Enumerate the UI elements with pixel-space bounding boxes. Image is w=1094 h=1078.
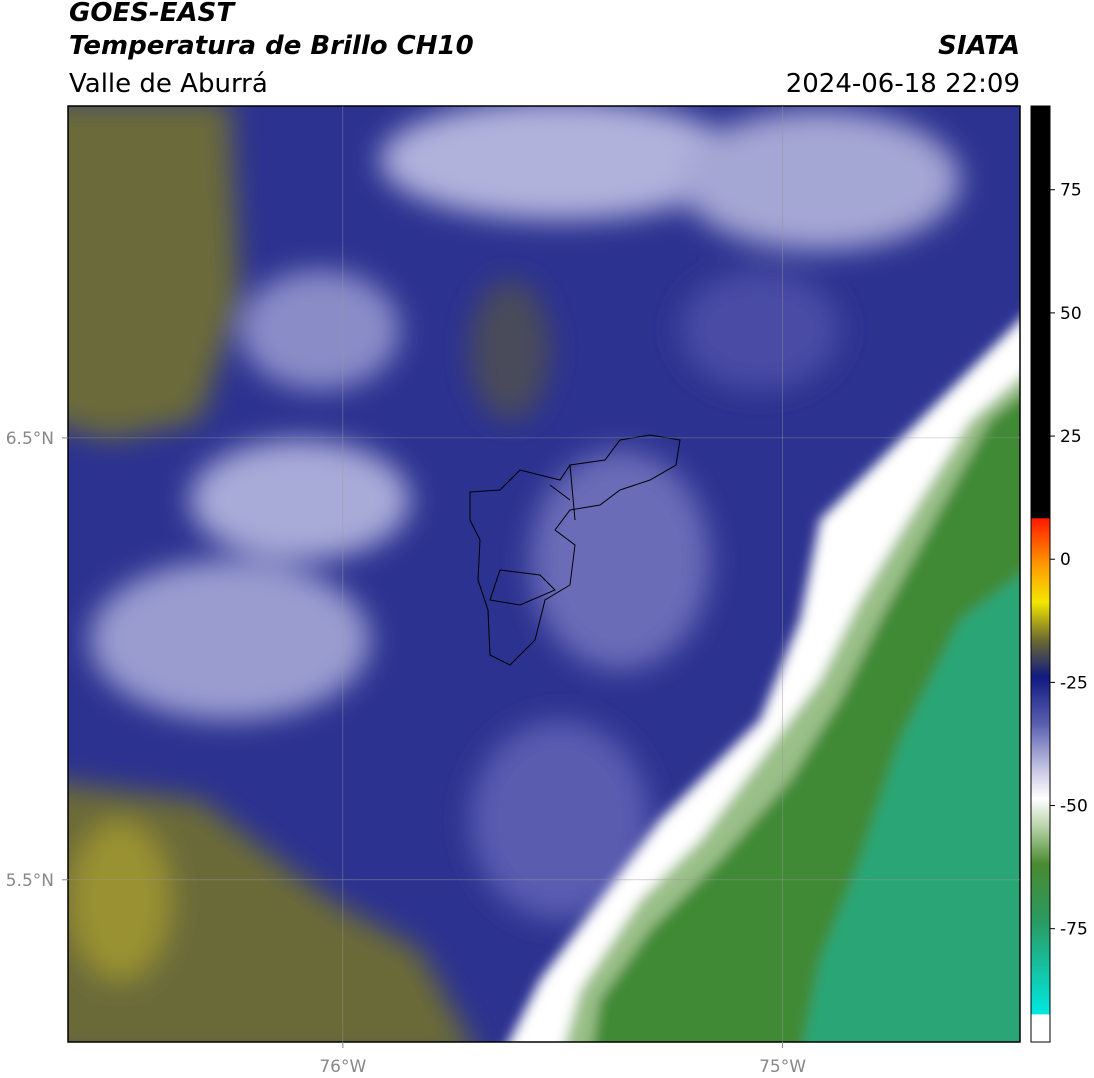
x-tick-label: 75°W: [759, 1057, 806, 1077]
x-tick-label: 76°W: [319, 1057, 366, 1077]
graticule: 76°W 75°W 6.5°N 5.5°N: [6, 106, 1020, 1077]
satellite: GOES-EAST: [69, 0, 236, 28]
colorbar-tick-label: 25: [1060, 427, 1082, 447]
product: Temperatura de Brillo CH10: [69, 31, 474, 61]
colorbar: [1030, 105, 1051, 1043]
colorbar-tick-label: 75: [1060, 181, 1082, 201]
colorbar-tick-label: -75: [1060, 920, 1088, 940]
colorbar-tick-label: -25: [1060, 673, 1088, 693]
timestamp: 2024-06-18 22:09: [786, 69, 1020, 99]
y-tick-label: 6.5°N: [6, 429, 54, 449]
y-tick-label: 5.5°N: [6, 871, 54, 891]
satellite-image: [68, 106, 1020, 1042]
colorbar-tick-label: -50: [1060, 797, 1088, 817]
colorbar-tick-label: 50: [1060, 304, 1082, 324]
map-frame: [67, 105, 1021, 1043]
region: Valle de Aburrá: [69, 69, 268, 99]
colorbar-tick-label: 0: [1060, 550, 1071, 570]
source: SIATA: [938, 31, 1020, 61]
